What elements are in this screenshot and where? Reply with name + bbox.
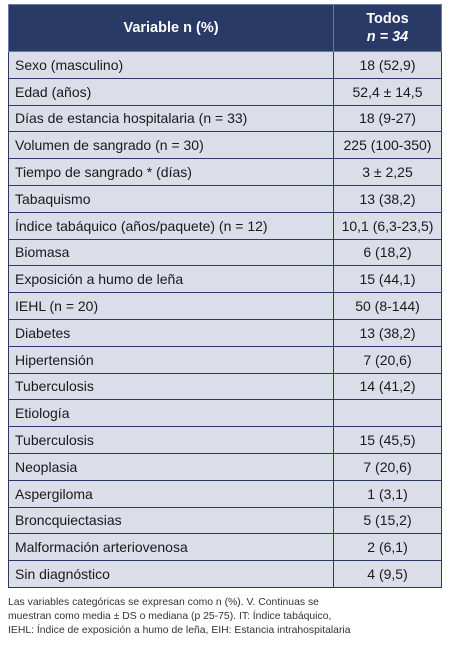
- row-label: Biomasa: [8, 238, 334, 267]
- table-row: Neoplasia 7 (20,6): [8, 452, 442, 481]
- table-row: Aspergiloma 1 (3,1): [8, 479, 442, 508]
- row-label: Exposición a humo de leña: [8, 265, 334, 294]
- table-row: Tuberculosis 15 (45,5): [8, 426, 442, 454]
- row-label: Etiología: [8, 399, 334, 428]
- row-value: 18 (9-27): [333, 104, 442, 133]
- row-value: 15 (44,1): [333, 265, 442, 294]
- row-label: Neoplasia: [8, 452, 334, 481]
- table-row: Tabaquismo 13 (38,2): [8, 184, 442, 213]
- row-value: 4 (9,5): [333, 560, 442, 588]
- table-row: Índice tabáquico (años/paquete) (n = 12)…: [8, 211, 442, 240]
- table-row: Exposición a humo de leña 15 (44,1): [8, 265, 442, 294]
- table-header: Variable n (%) Todos n = 34: [8, 4, 442, 52]
- footnote-line-3: IEHL: Índice de exposición a humo de leñ…: [8, 625, 351, 636]
- table-row: Broncquiectasias 5 (15,2): [8, 506, 442, 535]
- row-label: Sin diagnóstico: [8, 560, 334, 588]
- row-label: Edad (años): [8, 77, 334, 106]
- row-label: Sexo (masculino): [8, 51, 334, 79]
- table-row: Días de estancia hospitalaria (n = 33) 18…: [8, 104, 442, 133]
- row-label: Malformación arteriovenosa: [8, 533, 334, 562]
- table-row: Volumen de sangrado (n = 30) 225 (100-350…: [8, 131, 442, 160]
- row-value: 15 (45,5): [333, 426, 442, 454]
- row-label: Volumen de sangrado (n = 30): [8, 131, 334, 160]
- row-value: 13 (38,2): [333, 184, 442, 213]
- row-value: 3 ± 2,25: [333, 158, 442, 186]
- row-label: Diabetes: [8, 318, 334, 347]
- row-value: 52,4 ± 14,5: [333, 77, 442, 106]
- table-footnote: Las variables categóricas se expresan co…: [8, 596, 441, 638]
- row-label: Tiempo de sangrado * (días): [8, 158, 334, 186]
- header-variable: Variable n (%): [8, 4, 334, 52]
- row-value: 2 (6,1): [333, 533, 442, 562]
- row-value: 18 (52,9): [333, 51, 442, 79]
- header-row: Variable n (%) Todos n = 34: [8, 4, 442, 52]
- row-value: 6 (18,2): [333, 238, 442, 267]
- table-row: Edad (años) 52,4 ± 14,5: [8, 77, 442, 106]
- header-todos: Todos n = 34: [333, 4, 442, 52]
- row-value: 7 (20,6): [333, 345, 442, 374]
- table-row: Tiempo de sangrado * (días) 3 ± 2,25: [8, 158, 442, 186]
- header-todos-n: n = 34: [366, 29, 409, 45]
- table-row: Diabetes 13 (38,2): [8, 318, 442, 347]
- row-label: Tuberculosis: [8, 372, 334, 401]
- row-value: 1 (3,1): [333, 479, 442, 508]
- table-row: Hipertensión 7 (20,6): [8, 345, 442, 374]
- table-body: Sexo (masculino) 18 (52,9) Edad (años) 52,4…: [8, 51, 442, 588]
- table-row: Etiología: [8, 399, 442, 428]
- table-row: Biomasa 6 (18,2): [8, 238, 442, 267]
- table-row: IEHL (n = 20) 50 (8-144): [8, 292, 442, 320]
- row-label: Broncquiectasias: [8, 506, 334, 535]
- row-label: Tabaquismo: [8, 184, 334, 213]
- table-row: Sexo (masculino) 18 (52,9): [8, 51, 442, 79]
- row-label: IEHL (n = 20): [8, 292, 334, 320]
- row-label: Aspergiloma: [8, 479, 334, 508]
- row-label: Días de estancia hospitalaria (n = 33): [8, 104, 334, 133]
- row-label: Hipertensión: [8, 345, 334, 374]
- row-value: 225 (100-350): [333, 131, 442, 160]
- row-value: 50 (8-144): [333, 292, 442, 320]
- data-table-container: Variable n (%) Todos n = 34 Sexo (mascul…: [8, 4, 442, 588]
- row-value: 13 (38,2): [333, 318, 442, 347]
- variables-table: Variable n (%) Todos n = 34 Sexo (mascul…: [8, 4, 442, 588]
- row-value: 14 (41,2): [333, 372, 442, 401]
- row-value: [333, 399, 442, 428]
- row-value: 5 (15,2): [333, 506, 442, 535]
- table-row: Tuberculosis 14 (41,2): [8, 372, 442, 401]
- header-todos-title: Todos: [366, 11, 409, 27]
- row-value: 10,1 (6,3-23,5): [333, 211, 442, 240]
- footnote-line-1: Las variables categóricas se expresan co…: [8, 597, 319, 608]
- row-value: 7 (20,6): [333, 452, 442, 481]
- row-label: Tuberculosis: [8, 426, 334, 454]
- table-row: Sin diagnóstico 4 (9,5): [8, 560, 442, 588]
- table-row: Malformación arteriovenosa 2 (6,1): [8, 533, 442, 562]
- footnote-line-2: muestran como media ± DS o mediana (p 25…: [8, 611, 332, 622]
- row-label: Índice tabáquico (años/paquete) (n = 12): [8, 211, 334, 240]
